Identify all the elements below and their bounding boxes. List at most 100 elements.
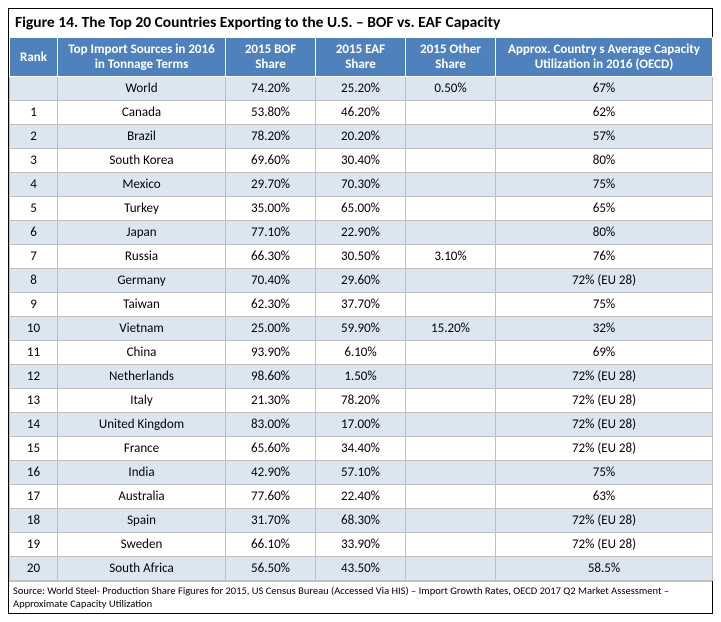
cell-rank: 12: [10, 365, 58, 389]
cell-other: [406, 533, 496, 557]
table-row: 13Italy21.30%78.20%72% (EU 28): [10, 389, 713, 413]
cell-bof: 65.60%: [226, 437, 316, 461]
cell-bof: 35.00%: [226, 197, 316, 221]
table-row: 11China93.90%6.10%69%: [10, 341, 713, 365]
cell-util: 69%: [496, 341, 713, 365]
cell-other: [406, 413, 496, 437]
cell-src: Sweden: [58, 533, 226, 557]
cell-other: [406, 173, 496, 197]
cell-rank: 19: [10, 533, 58, 557]
cell-src: Taiwan: [58, 293, 226, 317]
cell-eaf: 1.50%: [316, 365, 406, 389]
cell-other: 3.10%: [406, 245, 496, 269]
table-row: 9Taiwan62.30%37.70%75%: [10, 293, 713, 317]
cell-rank: 5: [10, 197, 58, 221]
table-row: 4Mexico29.70%70.30%75%: [10, 173, 713, 197]
cell-util: 63%: [496, 485, 713, 509]
table-row: 18Spain31.70%68.30%72% (EU 28): [10, 509, 713, 533]
cell-bof: 77.10%: [226, 221, 316, 245]
cell-util: 75%: [496, 461, 713, 485]
cell-other: [406, 293, 496, 317]
cell-bof: 66.30%: [226, 245, 316, 269]
cell-util: 58.5%: [496, 557, 713, 581]
cell-rank: 11: [10, 341, 58, 365]
cell-src: India: [58, 461, 226, 485]
cell-util: 75%: [496, 173, 713, 197]
table-body: World74.20%25.20%0.50%67%1Canada53.80%46…: [10, 77, 713, 581]
col-header-bof: 2015 BOF Share: [226, 38, 316, 77]
cell-other: [406, 101, 496, 125]
cell-util: 75%: [496, 293, 713, 317]
cell-eaf: 59.90%: [316, 317, 406, 341]
table-row: 5Turkey35.00%65.00%65%: [10, 197, 713, 221]
cell-bof: 93.90%: [226, 341, 316, 365]
cell-eaf: 34.40%: [316, 437, 406, 461]
cell-util: 72% (EU 28): [496, 269, 713, 293]
cell-rank: 17: [10, 485, 58, 509]
cell-src: Brazil: [58, 125, 226, 149]
cell-rank: 4: [10, 173, 58, 197]
cell-other: [406, 197, 496, 221]
cell-eaf: 22.90%: [316, 221, 406, 245]
cell-bof: 77.60%: [226, 485, 316, 509]
cell-src: Vietnam: [58, 317, 226, 341]
cell-bof: 25.00%: [226, 317, 316, 341]
cell-other: [406, 365, 496, 389]
col-header-eaf: 2015 EAF Share: [316, 38, 406, 77]
cell-eaf: 43.50%: [316, 557, 406, 581]
table-row: 1Canada53.80%46.20%62%: [10, 101, 713, 125]
cell-other: [406, 125, 496, 149]
cell-rank: 1: [10, 101, 58, 125]
cell-rank: 16: [10, 461, 58, 485]
cell-other: [406, 149, 496, 173]
cell-other: 0.50%: [406, 77, 496, 101]
cell-bof: 42.90%: [226, 461, 316, 485]
cell-rank: 3: [10, 149, 58, 173]
cell-util: 72% (EU 28): [496, 389, 713, 413]
cell-bof: 74.20%: [226, 77, 316, 101]
cell-bof: 53.80%: [226, 101, 316, 125]
cell-util: 72% (EU 28): [496, 533, 713, 557]
cell-rank: 8: [10, 269, 58, 293]
cell-rank: 6: [10, 221, 58, 245]
cell-eaf: 68.30%: [316, 509, 406, 533]
cell-src: United Kingdom: [58, 413, 226, 437]
table-row: 7Russia66.30%30.50%3.10%76%: [10, 245, 713, 269]
table-row: 10Vietnam25.00%59.90%15.20%32%: [10, 317, 713, 341]
table-row: 15France65.60%34.40%72% (EU 28): [10, 437, 713, 461]
cell-eaf: 46.20%: [316, 101, 406, 125]
cell-util: 62%: [496, 101, 713, 125]
table-row: 16India42.90%57.10% 75%: [10, 461, 713, 485]
cell-eaf: 78.20%: [316, 389, 406, 413]
cell-src: Netherlands: [58, 365, 226, 389]
cell-util: 72% (EU 28): [496, 509, 713, 533]
cell-eaf: 30.50%: [316, 245, 406, 269]
cell-eaf: 33.90%: [316, 533, 406, 557]
cell-util: 65%: [496, 197, 713, 221]
table-row: 19Sweden66.10%33.90%72% (EU 28): [10, 533, 713, 557]
cell-eaf: 29.60%: [316, 269, 406, 293]
cell-other: 15.20%: [406, 317, 496, 341]
cell-src: South Korea: [58, 149, 226, 173]
cell-util: 72% (EU 28): [496, 365, 713, 389]
cell-other: [406, 341, 496, 365]
cell-bof: 31.70%: [226, 509, 316, 533]
cell-eaf: 57.10%: [316, 461, 406, 485]
cell-src: Russia: [58, 245, 226, 269]
cell-src: Turkey: [58, 197, 226, 221]
cell-src: Germany: [58, 269, 226, 293]
col-header-util: Approx. Country s Average Capacity Utili…: [496, 38, 713, 77]
col-header-other: 2015 Other Share: [406, 38, 496, 77]
cell-util: 67%: [496, 77, 713, 101]
cell-bof: 62.30%: [226, 293, 316, 317]
table-row: 3South Korea69.60%30.40%80%: [10, 149, 713, 173]
cell-src: China: [58, 341, 226, 365]
cell-rank: 2: [10, 125, 58, 149]
cell-src: Japan: [58, 221, 226, 245]
col-header-rank: Rank: [10, 38, 58, 77]
figure-container: Figure 14. The Top 20 Countries Exportin…: [8, 8, 713, 614]
source-note: Source: World Steel- Production Share Fi…: [9, 581, 712, 613]
cell-src: South Africa: [58, 557, 226, 581]
table-row: 14United Kingdom83.00%17.00%72% (EU 28): [10, 413, 713, 437]
cell-other: [406, 485, 496, 509]
